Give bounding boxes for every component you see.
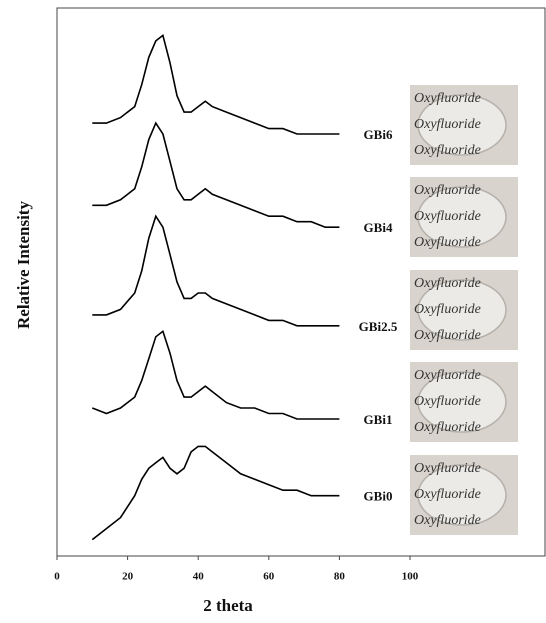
series-label: GBi1 xyxy=(364,412,393,427)
series-label: GBi2.5 xyxy=(359,319,398,334)
glass-disk xyxy=(417,279,507,341)
photo-text: Oxyfluoride xyxy=(414,183,481,198)
series-label: GBi6 xyxy=(364,127,393,142)
xrd-trace xyxy=(92,34,340,135)
sample-photo: Oxyfluoride Oxyfluoride Oxyfluoride xyxy=(410,362,518,442)
x-tick-label: 40 xyxy=(193,571,205,583)
sample-photo: Oxyfluoride Oxyfluoride Oxyfluoride xyxy=(410,455,518,535)
photo-text: Oxyfluoride xyxy=(414,461,481,476)
series-label: GBi0 xyxy=(364,489,393,504)
photo-text: Oxyfluoride xyxy=(414,143,481,158)
photo-text: Oxyfluoride xyxy=(414,394,481,409)
sample-photo: Oxyfluoride Oxyfluoride Oxyfluoride xyxy=(410,270,518,350)
x-tick-label: 100 xyxy=(402,571,419,583)
plot-frame xyxy=(56,7,546,557)
xrd-trace xyxy=(92,214,340,327)
photo-text: Oxyfluoride xyxy=(414,276,481,291)
photo-text: Oxyfluoride xyxy=(414,302,481,317)
xrd-trace xyxy=(92,121,340,228)
photo-text: Oxyfluoride xyxy=(414,328,481,343)
x-tick-label: 20 xyxy=(122,571,134,583)
photo-text: Oxyfluoride xyxy=(414,513,481,528)
xrd-trace xyxy=(92,329,340,420)
x-tick-label: 80 xyxy=(334,571,346,583)
x-tick-label: 60 xyxy=(263,571,275,583)
glass-disk xyxy=(417,464,507,526)
x-axis-label: 2 theta xyxy=(203,596,253,615)
photo-text: Oxyfluoride xyxy=(414,487,481,502)
photo-text: Oxyfluoride xyxy=(414,117,481,132)
photo-text: Oxyfluoride xyxy=(414,235,481,250)
xrd-trace xyxy=(91,445,340,541)
sample-photo: Oxyfluoride Oxyfluoride Oxyfluoride xyxy=(410,85,518,165)
x-tick-label: 0 xyxy=(54,571,60,583)
glass-disk xyxy=(417,186,507,248)
photo-text: Oxyfluoride xyxy=(414,209,481,224)
y-axis-label: Relative Intensity xyxy=(14,201,33,329)
series-label: GBi4 xyxy=(364,220,393,235)
glass-disk xyxy=(417,371,507,433)
sample-photo: Oxyfluoride Oxyfluoride Oxyfluoride xyxy=(410,177,518,257)
glass-disk xyxy=(417,94,507,156)
photo-text: Oxyfluoride xyxy=(414,368,481,383)
photo-text: Oxyfluoride xyxy=(414,91,481,106)
photo-text: Oxyfluoride xyxy=(414,420,481,435)
